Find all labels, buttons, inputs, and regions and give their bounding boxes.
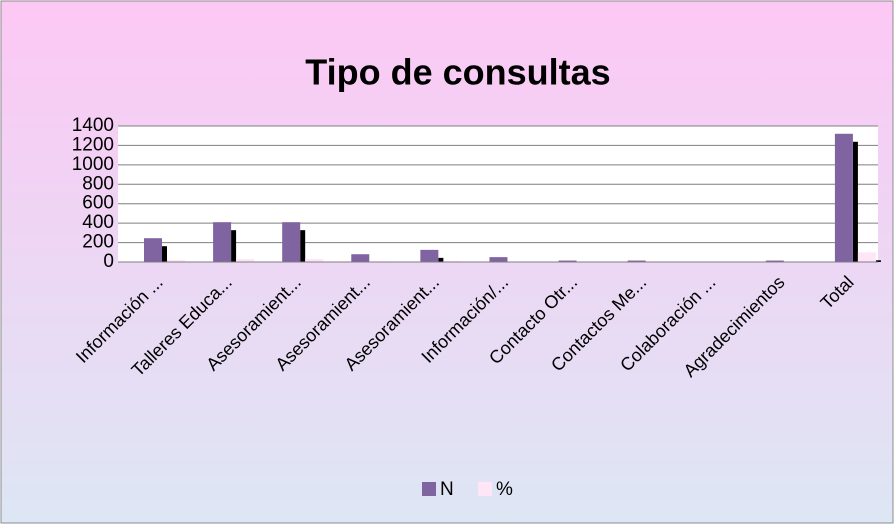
bar xyxy=(282,222,300,262)
legend-swatch xyxy=(478,482,492,496)
y-tick-label: 0 xyxy=(103,251,114,272)
bar xyxy=(213,222,231,262)
bar xyxy=(144,238,162,262)
bar xyxy=(835,134,853,262)
y-tick-label: 600 xyxy=(82,193,114,214)
y-tick-label: 400 xyxy=(82,212,114,233)
y-tick-label: 1400 xyxy=(72,115,114,136)
y-tick-label: 1200 xyxy=(72,134,114,155)
legend-label: N xyxy=(440,479,454,500)
legend-swatch xyxy=(422,482,436,496)
chart-title: Tipo de consultas xyxy=(305,52,610,93)
bar-shadow xyxy=(853,142,858,262)
bar-shadow xyxy=(300,230,305,262)
y-tick-label: 800 xyxy=(82,173,114,194)
bar xyxy=(351,254,369,262)
bar-shadow xyxy=(438,258,443,262)
y-tick-label: 1000 xyxy=(72,154,114,175)
bar-shadow xyxy=(231,230,236,262)
bar xyxy=(489,257,507,262)
legend-label: % xyxy=(496,479,513,500)
bar-shadow xyxy=(162,246,167,262)
bar xyxy=(420,250,438,262)
bar xyxy=(858,252,876,262)
y-tick-label: 200 xyxy=(82,232,114,253)
